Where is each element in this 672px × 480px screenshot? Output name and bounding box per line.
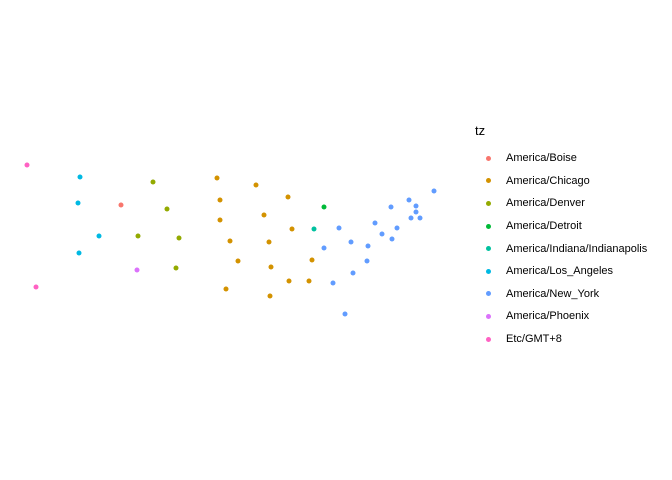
legend-swatch-icon [485, 155, 491, 161]
legend-title: tz [475, 123, 486, 138]
legend-entry: America/Detroit [475, 215, 647, 238]
data-point [253, 182, 259, 188]
legend-entry-label: America/Detroit [506, 220, 582, 233]
legend-swatch-icon [485, 336, 491, 342]
data-point [176, 235, 182, 241]
data-point [223, 286, 229, 292]
data-point [431, 188, 437, 194]
data-point [389, 236, 395, 242]
data-point [227, 238, 233, 244]
data-point [388, 204, 394, 210]
data-point [394, 225, 400, 231]
data-point [372, 220, 378, 226]
data-point [350, 270, 356, 276]
legend-swatch-icon [485, 291, 491, 297]
data-point [261, 212, 267, 218]
data-point [289, 226, 295, 232]
data-point [330, 280, 336, 286]
legend-entry: America/Boise [475, 147, 647, 170]
legend-swatch-icon [485, 246, 491, 252]
legend-entry: America/Phoenix [475, 305, 647, 328]
data-point [406, 197, 412, 203]
data-point [321, 204, 327, 210]
legend: tz America/Boise America/Chicago America/D… [475, 123, 647, 350]
data-point [77, 174, 83, 180]
legend-entry-label: America/Boise [506, 152, 577, 165]
legend-entry: America/Chicago [475, 170, 647, 193]
data-point [306, 278, 312, 284]
data-point [134, 267, 140, 273]
data-point [217, 197, 223, 203]
data-point [217, 217, 223, 223]
legend-entry: Etc/GMT+8 [475, 328, 647, 351]
data-point [173, 265, 179, 271]
data-point [267, 293, 273, 299]
legend-swatch-icon [485, 200, 491, 206]
legend-entry: America/New_York [475, 283, 647, 306]
data-point [413, 203, 419, 209]
data-point [135, 233, 141, 239]
data-point [348, 239, 354, 245]
data-point [214, 175, 220, 181]
legend-swatch-icon [485, 178, 491, 184]
legend-swatch-icon [485, 313, 491, 319]
data-point [33, 284, 39, 290]
legend-entry-label: America/Indiana/Indianapolis [506, 242, 648, 255]
data-point [413, 209, 419, 215]
data-point [364, 258, 370, 264]
legend-entry-label: America/Chicago [506, 174, 590, 187]
data-point [164, 206, 170, 212]
legend-entry-label: America/Denver [506, 197, 585, 210]
data-point [309, 257, 315, 263]
data-point [268, 264, 274, 270]
data-point [336, 225, 342, 231]
data-point [285, 194, 291, 200]
legend-swatch-icon [485, 268, 491, 274]
legend-entry: America/Denver [475, 192, 647, 215]
legend-entry-label: America/Phoenix [506, 310, 590, 323]
data-point [150, 179, 156, 185]
data-point [24, 162, 30, 168]
data-point [365, 243, 371, 249]
legend-entry: America/Indiana/Indianapolis [475, 237, 647, 260]
legend-entry: America/Los_Angeles [475, 260, 647, 283]
data-point [266, 239, 272, 245]
data-point [286, 278, 292, 284]
legend-entries: America/Boise America/Chicago America/Denv… [475, 147, 647, 350]
data-point [321, 245, 327, 251]
data-point [235, 258, 241, 264]
data-point [75, 200, 81, 206]
data-point [417, 215, 423, 221]
legend-swatch-icon [485, 223, 491, 229]
data-point [96, 233, 102, 239]
data-point [379, 231, 385, 237]
data-point [76, 250, 82, 256]
data-point [342, 311, 348, 317]
data-point [408, 215, 414, 221]
legend-entry-label: Etc/GMT+8 [506, 333, 562, 346]
data-point [311, 226, 317, 232]
data-point [118, 202, 124, 208]
legend-entry-label: America/New_York [506, 287, 600, 300]
legend-entry-label: America/Los_Angeles [506, 265, 614, 278]
